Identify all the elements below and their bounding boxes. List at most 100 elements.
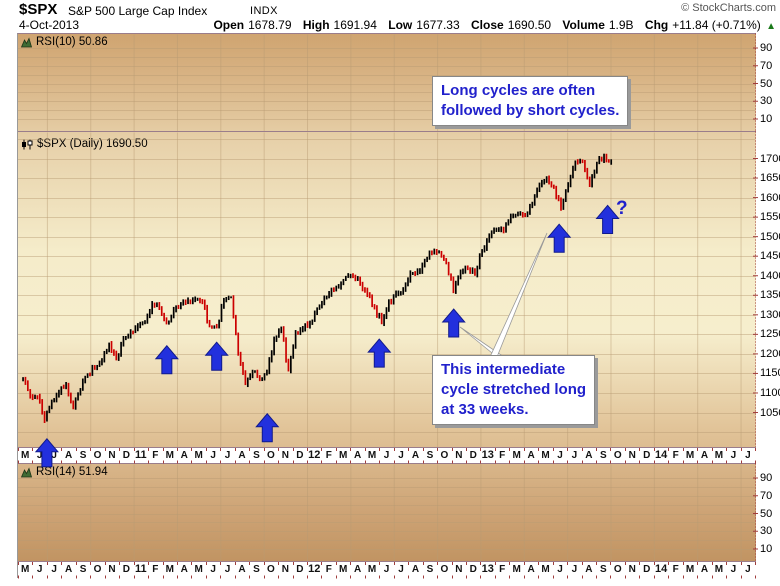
cycle-low-arrow bbox=[547, 223, 572, 253]
price-axis-tick: 1300 bbox=[760, 308, 780, 321]
cycle-low-arrow bbox=[441, 308, 466, 338]
rsi-mountain-icon bbox=[21, 466, 32, 477]
x-axis-month-label: A bbox=[238, 450, 246, 461]
x-axis-month-label: J bbox=[745, 450, 751, 461]
x-axis-month-label: D bbox=[296, 564, 304, 575]
x-axis-month-label: S bbox=[426, 564, 434, 575]
change-value: +11.84 (+0.71%) bbox=[672, 18, 761, 32]
x-axis-month-label: O bbox=[613, 450, 622, 461]
x-axis-month-label: J bbox=[36, 450, 43, 461]
x-axis-month-label: O bbox=[93, 564, 102, 575]
x-axis-band-middle bbox=[17, 448, 756, 463]
annotation-line: at 33 weeks. bbox=[441, 401, 529, 418]
x-axis-month-label: M bbox=[512, 450, 521, 461]
stockcharts-credit: © StockCharts.com bbox=[681, 2, 776, 14]
volume-value: 1.9B bbox=[608, 18, 634, 32]
x-axis-year-label: 14 bbox=[655, 563, 668, 575]
x-axis-month-label: D bbox=[296, 450, 304, 461]
x-axis-month-label: J bbox=[730, 450, 737, 461]
x-axis-month-label: O bbox=[267, 450, 275, 461]
x-axis-month-label: A bbox=[238, 564, 246, 575]
x-axis-month-label: O bbox=[267, 564, 275, 575]
open-label: Open bbox=[213, 18, 245, 32]
price-series bbox=[22, 153, 613, 423]
x-axis-month-label: M bbox=[339, 564, 348, 575]
x-axis-month-label: M bbox=[367, 450, 377, 461]
x-axis-month-label: A bbox=[411, 564, 420, 575]
x-axis-month-label: N bbox=[281, 564, 289, 575]
price-label: $SPX (Daily) 1690.50 bbox=[37, 138, 148, 150]
annotation-long-cycles: Long cycles are often followed by short … bbox=[432, 76, 629, 126]
x-axis-month-label: O bbox=[93, 450, 102, 461]
rsi-top-label: RSI(10) 50.86 bbox=[36, 36, 108, 48]
x-axis-month-label: M bbox=[21, 450, 30, 461]
chart-gradient-background bbox=[17, 33, 756, 578]
price-axis-tick: 1600 bbox=[760, 191, 780, 204]
rsi-bottom-axis-tick: 30 bbox=[760, 525, 773, 538]
low-value: 1677.33 bbox=[416, 18, 460, 32]
price-axis-tick: 1350 bbox=[760, 289, 780, 302]
x-axis-month-label: F bbox=[325, 450, 332, 461]
x-axis-month-label: A bbox=[354, 564, 362, 575]
x-axis-month-label: S bbox=[600, 450, 607, 461]
price-axis-tick: 1150 bbox=[760, 367, 780, 380]
x-axis-month-label: J bbox=[210, 564, 216, 575]
x-axis-month-label: F bbox=[152, 450, 159, 461]
x-axis-month-label: M bbox=[194, 564, 203, 575]
x-axis-month-label: M bbox=[714, 450, 724, 461]
cycle-low-arrows bbox=[34, 204, 620, 468]
cycle-low-arrow bbox=[34, 437, 59, 468]
x-axis-month-label: J bbox=[730, 564, 737, 575]
x-axis-month-label: M bbox=[21, 564, 30, 575]
price-axis-tick: 1500 bbox=[760, 230, 780, 243]
x-axis-month-label: S bbox=[253, 450, 260, 461]
price-axis-tick: 1450 bbox=[760, 250, 780, 263]
quote-date: 4-Oct-2013 bbox=[19, 18, 80, 32]
rsi-top-axis-tick: 50 bbox=[760, 77, 773, 90]
cycle-low-arrow bbox=[255, 412, 280, 443]
x-axis-month-label: N bbox=[108, 564, 116, 575]
rsi-top-axis-tick: 10 bbox=[760, 113, 773, 125]
x-axis-month-label: F bbox=[499, 564, 506, 575]
x-axis-month-label: N bbox=[281, 450, 289, 461]
price-axis-tick: 1700 bbox=[760, 152, 780, 165]
x-axis-month-label: J bbox=[398, 564, 404, 575]
price-axis-tick: 1400 bbox=[760, 269, 780, 282]
x-axis-month-label: J bbox=[571, 564, 578, 575]
x-axis-month-label: A bbox=[585, 564, 593, 575]
x-axis-month-label: S bbox=[600, 564, 607, 575]
price-axis-tick: 1100 bbox=[760, 386, 780, 399]
x-axis-year-label: 13 bbox=[481, 563, 494, 575]
symbol-name: S&P 500 Large Cap Index bbox=[68, 4, 208, 18]
open-value: 1678.79 bbox=[248, 18, 292, 32]
x-axis-month-label: J bbox=[745, 564, 751, 575]
x-axis-month-label: J bbox=[36, 564, 43, 575]
cycle-low-arrow bbox=[367, 338, 392, 368]
x-axis-month-label: A bbox=[180, 450, 188, 461]
x-axis-month-label: J bbox=[398, 450, 404, 461]
exchange-label: INDX bbox=[250, 5, 278, 17]
x-axis-labels-middle: M J J A S O N D 11 F M A M J J A S O N D 12 F M A M J J A S O N D 13 F M A M… bbox=[18, 450, 755, 462]
x-axis-month-label: A bbox=[64, 564, 73, 575]
x-axis-month-label: A bbox=[700, 450, 709, 461]
x-axis-month-label: J bbox=[383, 450, 390, 461]
rsi-top-legend: RSI(10) 50.86 bbox=[21, 36, 108, 48]
x-axis-month-label: M bbox=[541, 564, 550, 575]
volume-label: Volume bbox=[562, 18, 605, 32]
x-axis-band-bottom bbox=[17, 562, 756, 578]
rsi-top-axis-tick: 70 bbox=[760, 59, 773, 72]
x-axis-month-label: J bbox=[51, 450, 57, 461]
x-axis-month-label: D bbox=[122, 450, 131, 461]
high-value: 1691.94 bbox=[333, 18, 377, 32]
price-axis-tick: 1050 bbox=[760, 406, 780, 419]
x-axis-month-label: J bbox=[383, 564, 390, 575]
x-axis-month-label: F bbox=[672, 450, 679, 461]
x-axis-month-label: J bbox=[557, 450, 563, 461]
x-axis-month-label: M bbox=[512, 564, 521, 575]
x-axis-month-label: M bbox=[194, 450, 203, 461]
x-axis-month-label: A bbox=[527, 564, 535, 575]
x-axis-month-label: M bbox=[165, 564, 174, 575]
rsi-bottom-legend: RSI(14) 51.94 bbox=[21, 466, 108, 478]
rsi-bottom-axis-tick: 50 bbox=[760, 507, 773, 520]
